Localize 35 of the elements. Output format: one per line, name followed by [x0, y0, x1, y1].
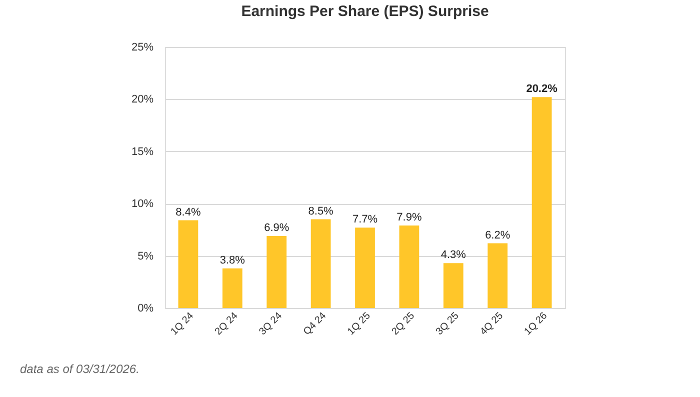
y-tick-label: 15% — [131, 146, 154, 158]
data-label: 7.7% — [352, 214, 378, 226]
x-tick-label: 3Q 25 — [434, 310, 462, 338]
bar — [532, 97, 552, 308]
bar — [488, 243, 508, 308]
y-tick-label: 25% — [131, 42, 154, 54]
y-tick-label: 0% — [138, 302, 154, 314]
data-label: 8.4% — [176, 206, 201, 218]
bar — [355, 228, 375, 308]
bar — [266, 236, 287, 308]
x-tick-label: 2Q 24 — [213, 310, 240, 338]
chart-title: Earnings Per Share (EPS) Surprise — [241, 3, 489, 20]
data-label: 3.8% — [220, 254, 246, 266]
y-tick-label: 10% — [131, 198, 154, 210]
data-label: 20.2% — [526, 83, 558, 96]
x-tick-label: 1Q 24 — [168, 310, 196, 338]
bar — [178, 220, 198, 308]
bar — [310, 219, 331, 308]
data-label: 6.2% — [485, 229, 510, 242]
x-tick-label: 4Q 25 — [478, 310, 506, 338]
x-tick-label: 1Q 25 — [346, 310, 374, 338]
x-tick-label: 1Q 26 — [522, 310, 550, 338]
data-label: 4.3% — [440, 249, 466, 262]
y-tick-label: 5% — [138, 250, 154, 262]
data-label: 8.5% — [308, 205, 334, 218]
bar — [222, 268, 242, 308]
x-tick-label: 2Q 25 — [390, 310, 418, 338]
y-tick-label: 20% — [131, 94, 154, 106]
x-tick-label: 3Q 24 — [257, 310, 285, 338]
x-tick-label: Q4 24 — [302, 310, 329, 338]
bar — [399, 226, 420, 308]
data-label: 6.9% — [264, 222, 290, 234]
bar — [443, 263, 464, 308]
data-label: 7.9% — [396, 212, 422, 224]
text: data as of 03/31/2026. — [20, 362, 140, 376]
